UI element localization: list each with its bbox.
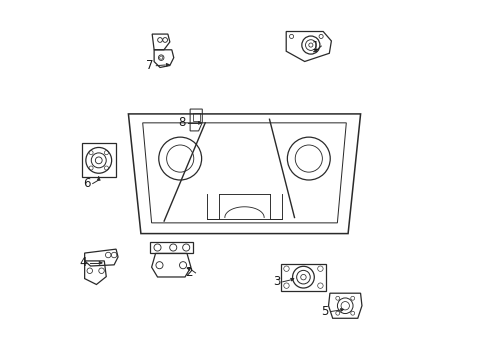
Text: 5: 5 xyxy=(321,305,328,318)
Text: 6: 6 xyxy=(82,177,90,190)
Text: 8: 8 xyxy=(178,116,185,129)
Text: 2: 2 xyxy=(185,266,193,279)
Text: 7: 7 xyxy=(146,59,153,72)
Text: 1: 1 xyxy=(311,40,318,53)
Text: 4: 4 xyxy=(80,256,87,269)
Text: 3: 3 xyxy=(272,275,280,288)
